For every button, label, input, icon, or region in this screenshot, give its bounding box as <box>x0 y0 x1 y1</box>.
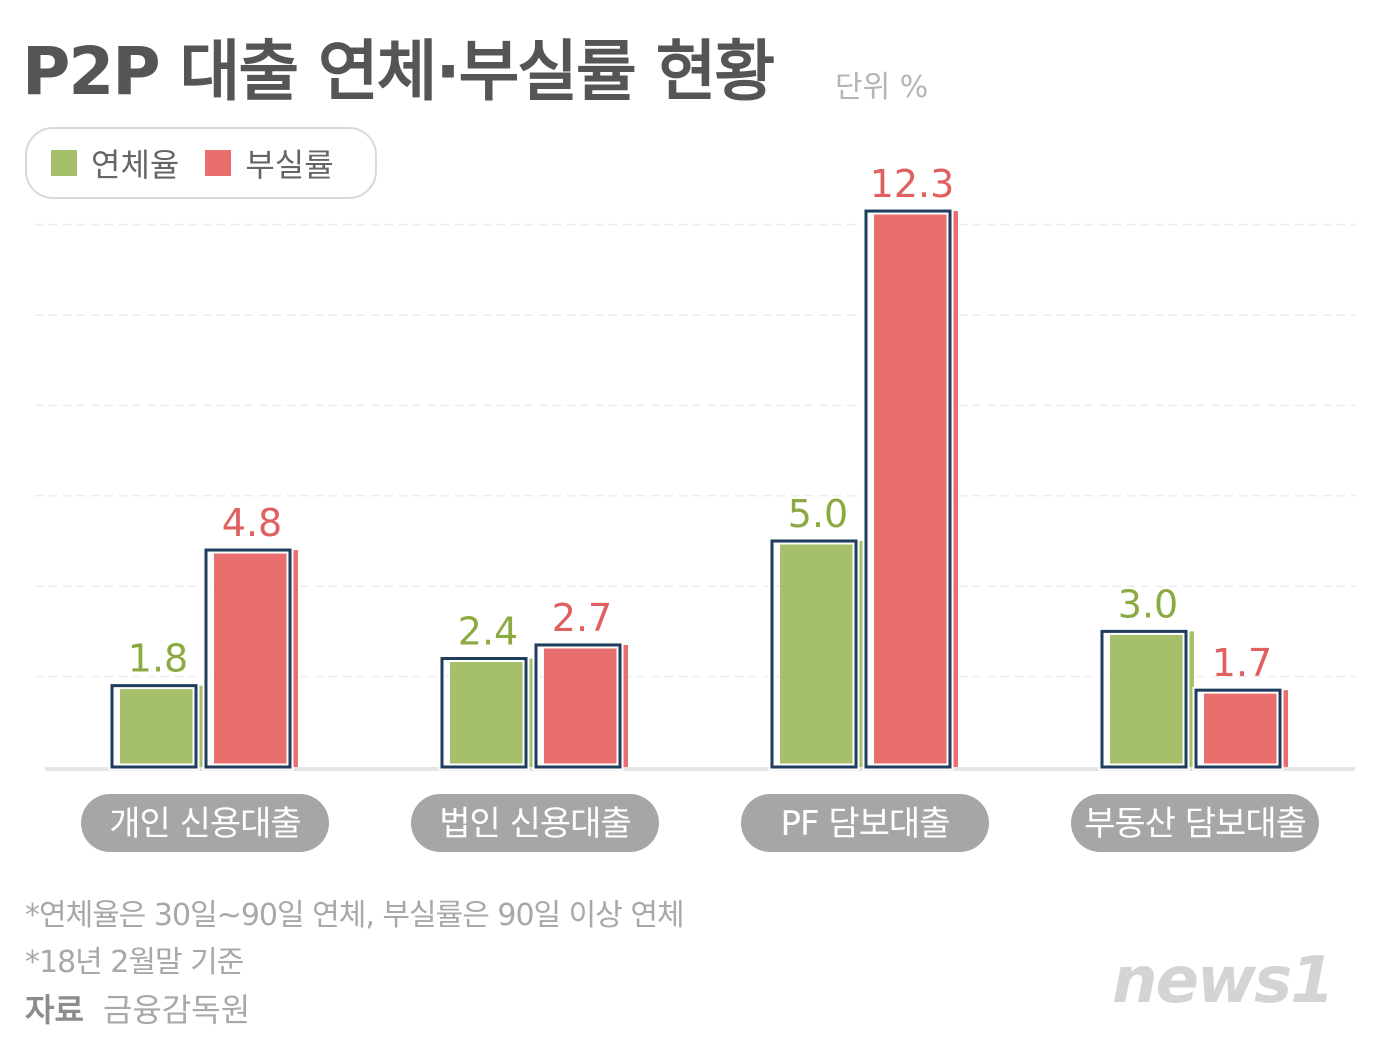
category-label: PF 담보대출 <box>781 804 950 844</box>
bar-outline-default <box>534 643 622 769</box>
bar-chart: 1.8 4.8 개인 신용대출 2.4 2.7 법인 신용대출 5.0 12.3 PF 담보대출… <box>35 162 1355 852</box>
legend-swatch-default <box>205 150 232 176</box>
category-label: 개인 신용대출 <box>109 804 301 844</box>
data-label-default: 1.7 <box>1212 641 1272 685</box>
bar-outline-default <box>204 548 292 769</box>
bar-default <box>214 550 298 767</box>
legend-swatch-overdue <box>51 150 77 176</box>
source-line: 자료 금융감독원 <box>25 985 250 1031</box>
bar-default <box>1204 690 1288 767</box>
bar-outline-overdue <box>1100 629 1188 769</box>
data-label-overdue: 1.8 <box>128 637 188 681</box>
legend-item-default: 부실률 <box>205 140 334 186</box>
data-label-default: 2.7 <box>552 596 612 640</box>
source-label: 자료 <box>25 991 84 1029</box>
bar-overdue <box>120 685 204 767</box>
source-value: 금융감독원 <box>102 991 251 1029</box>
bar-outline-overdue <box>440 657 528 769</box>
footnote-date: *18년 2월말 기준 <box>25 945 244 980</box>
unit-label: 단위 % <box>835 70 929 105</box>
bar-outline-overdue <box>770 539 858 769</box>
data-label-default: 12.3 <box>870 162 955 206</box>
bar-outline-default <box>864 209 952 769</box>
data-label-default: 4.8 <box>222 501 282 545</box>
category-label: 법인 신용대출 <box>439 804 631 844</box>
chart-title: P2P 대출 연체·부실률 현황 <box>22 33 775 110</box>
bar-outline-default <box>1194 688 1282 769</box>
category-label: 부동산 담보대출 <box>1084 804 1306 844</box>
bar-default <box>874 211 958 768</box>
news1-logo: news1 <box>1112 944 1335 1018</box>
bar-outline-overdue <box>110 684 198 769</box>
category-pill <box>81 794 329 852</box>
legend-label-overdue: 연체율 <box>91 146 180 184</box>
category-pill <box>741 794 989 852</box>
footnote-definition: *연체율은 30일~90일 연체, 부실률은 90일 이상 연체 <box>25 898 685 933</box>
category-pill <box>411 794 659 852</box>
legend-label-default: 부실률 <box>245 146 334 184</box>
bar-overdue <box>1110 631 1194 767</box>
bar-overdue <box>450 658 534 767</box>
data-label-overdue: 3.0 <box>1118 582 1178 626</box>
data-label-overdue: 5.0 <box>788 492 848 536</box>
legend: 연체율 부실률 <box>25 127 377 199</box>
data-label-overdue: 2.4 <box>458 610 518 654</box>
category-pill <box>1071 794 1319 852</box>
bar-overdue <box>780 541 864 767</box>
bar-default <box>544 644 628 767</box>
legend-item-overdue: 연체율 <box>51 140 179 186</box>
